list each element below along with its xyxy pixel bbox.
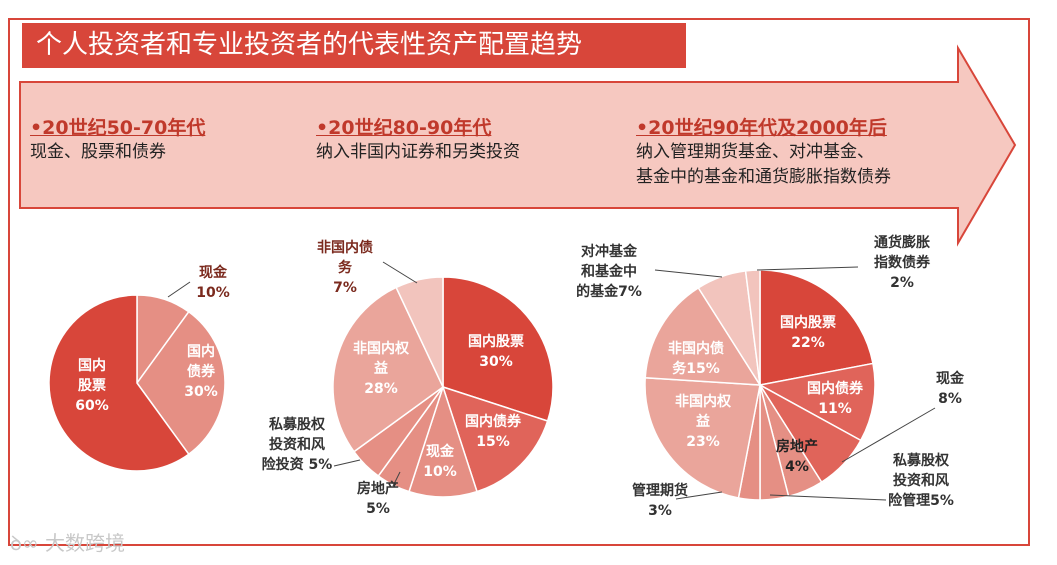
pie-1-slice-2 <box>136 310 226 456</box>
era-3-period: •20世纪90年代及2000年后 <box>636 117 887 139</box>
pie-3-slice-8 <box>644 286 762 386</box>
pie-2-leader-4 <box>392 471 401 487</box>
pie-3-slice-2 <box>757 362 876 442</box>
pie-2-leader-5 <box>333 459 361 467</box>
pie-3-label-6: 管理期货 3% <box>632 482 688 519</box>
pie-2-slice-6 <box>332 286 444 453</box>
pie-3-label-2: 国内债券 11% <box>807 380 864 417</box>
pie-1-slice-3 <box>48 294 190 472</box>
era-3-desc-line-1: 纳入管理期货基金、对冲基金、 <box>636 142 874 162</box>
pie-2-label-4: 房地产 5% <box>357 480 399 517</box>
pie-2-leader-7 <box>382 261 418 284</box>
pie-2-label-1: 国内股票 30% <box>468 333 524 370</box>
era-2: •20世纪80-90年代 纳入非国内证券和另类投资 <box>316 116 520 165</box>
pie-3-label-3: 现金 8% <box>936 370 965 407</box>
pie-1-label-3: 国内股票 60% <box>75 357 109 414</box>
pie-3-leader-9 <box>654 269 723 278</box>
pie-2-label-3: 现金 10% <box>423 443 457 480</box>
pie-chart-2: 国内股票 30% 国内债券 15%现金 10% 房地产 5% 私募股权投资和风险投资 5% 非国… <box>262 239 554 517</box>
pie-1-label-2: 国内债券 30% <box>184 343 218 400</box>
era-1: •20世纪50-70年代 现金、股票和债券 <box>30 116 205 165</box>
pie-2-slice-7 <box>395 276 444 388</box>
pie-3-label-9: 对冲基金和基金中的基金7% <box>576 243 642 300</box>
outer-frame <box>8 18 1030 546</box>
era-2-desc: 纳入非国内证券和另类投资 <box>316 142 520 162</box>
era-2-period: •20世纪80-90年代 <box>316 117 492 139</box>
pie-3-label-5: 房地产 4% <box>776 438 818 475</box>
era-1-period: •20世纪50-70年代 <box>30 117 206 139</box>
pie-3-leader-4 <box>769 494 887 501</box>
pie-3-label-10: 通货膨胀指数债券 2% <box>874 234 931 291</box>
pie-3-leader-6 <box>675 491 723 500</box>
pie-3-label-1: 国内股票 22% <box>780 314 836 351</box>
pie-3-slice-7 <box>644 376 761 499</box>
watermark-text: 大数跨境 <box>45 531 125 555</box>
pie-2-label-5: 私募股权投资和风险投资 5% <box>262 416 333 473</box>
pie-3-label-8: 非国内债务15% <box>668 340 724 377</box>
pie-2-label-6: 非国内权益 28% <box>353 340 410 397</box>
pie-2-label-7: 非国内债务 7% <box>317 239 373 296</box>
pie-3-label-7: 非国内权益 23% <box>675 393 732 450</box>
pie-2-slice-1 <box>442 276 554 422</box>
pie-2-label-2: 国内债券 15% <box>465 413 522 450</box>
era-1-desc: 现金、股票和债券 <box>30 142 166 162</box>
pie-3-leader-3 <box>841 407 936 463</box>
era-3: •20世纪90年代及2000年后 纳入管理期货基金、对冲基金、 基金中的基金和通… <box>636 116 891 190</box>
pie-3-slice-1 <box>759 269 874 386</box>
pie-3-leader-10 <box>756 266 859 271</box>
pie-chart-3: 国内股票 22% 国内债券 11% 现金 8% 私募股权投资和风险管理5% 房地产 4% 管理期货… <box>576 234 965 519</box>
pie-chart-1: 现金 10% 国内债券 30% 国内股票 60% <box>48 264 230 472</box>
pie-3-label-4: 私募股权投资和风险管理5% <box>888 452 954 509</box>
pie-1-label-1: 现金 10% <box>196 264 230 301</box>
pie-1-leader-1 <box>167 281 191 298</box>
era-3-desc-line-2: 基金中的基金和通货膨胀指数债券 <box>636 167 891 187</box>
watermark-logo-icon: ꝺ∞ <box>10 531 39 555</box>
watermark: ꝺ∞ 大数跨境 <box>10 527 125 556</box>
page-title: 个人投资者和专业投资者的代表性资产配置趋势 <box>22 23 686 68</box>
